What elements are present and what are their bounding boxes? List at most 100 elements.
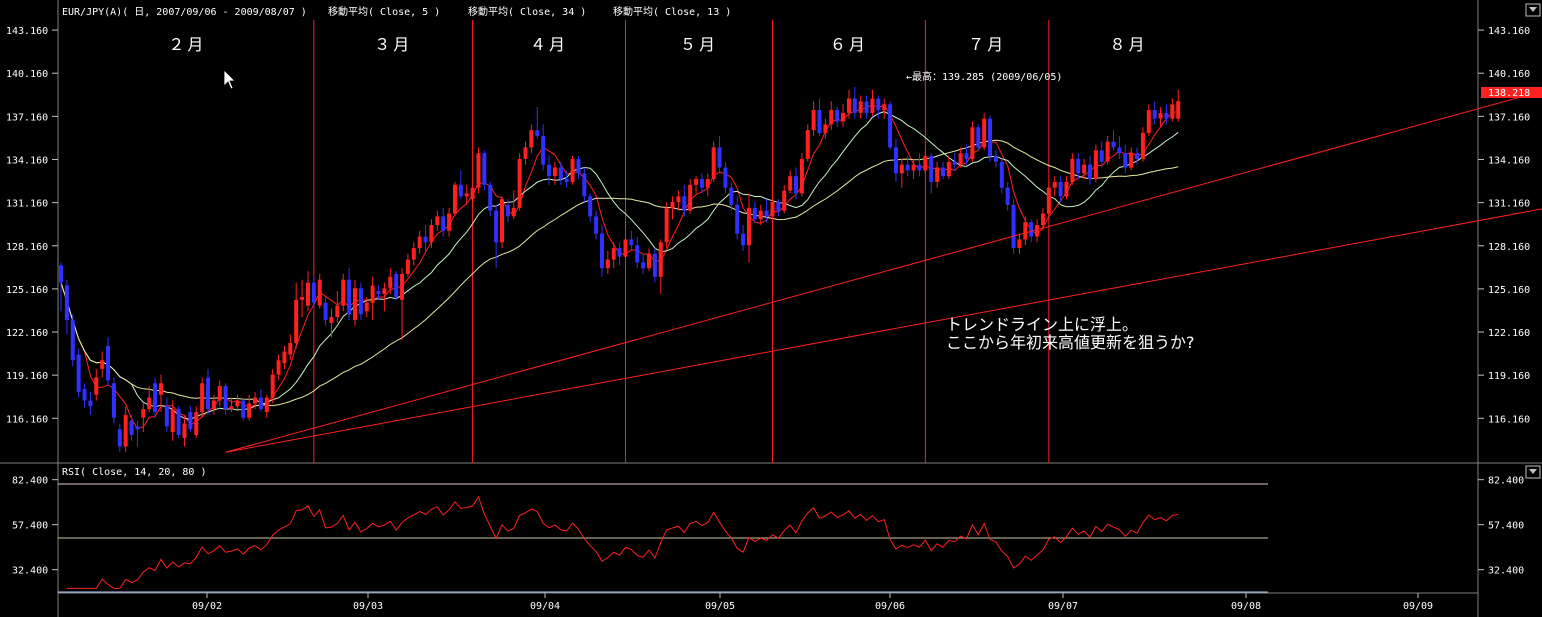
candlestick [605,250,610,274]
y-tick-label-left: 131.160 [6,199,48,210]
candlestick [194,406,199,438]
candlestick [829,101,834,131]
candlestick [276,354,281,381]
candlestick [358,282,363,320]
candle-body [229,406,234,410]
candle-body [153,383,158,412]
candle-body [1099,150,1104,162]
y-tick-label-right: 122.160 [1488,328,1530,339]
candlestick [958,147,963,168]
candlestick [752,202,757,223]
candlestick [64,279,69,335]
candle-body [176,409,181,435]
candle-body [552,167,557,177]
y-tick-label-left: 122.160 [6,328,48,339]
candle-body [235,400,240,407]
candlestick [347,268,352,320]
candle-body [447,213,452,231]
candle-body [1117,147,1122,154]
y-tick-label-right: 137.160 [1488,112,1530,123]
candlestick [111,377,116,424]
candle-body [617,248,622,257]
candlestick [1011,199,1016,254]
candle-body [846,98,851,113]
candle-body [841,112,846,122]
candle-body [1076,158,1081,174]
candle-body [141,409,146,418]
candle-body [417,236,422,249]
candlestick [505,199,510,223]
month-label: ５月 [680,35,718,54]
candlestick [641,253,646,274]
candle-body [59,265,63,283]
trendline [225,208,1542,453]
dropdown-rsi-button[interactable] [1525,465,1541,479]
candle-body [1135,153,1140,159]
candle-body [182,423,187,438]
dropdown-top-button[interactable] [1525,3,1541,17]
candle-body [641,262,646,269]
last-price-label: 138.218 [1488,88,1530,99]
candlestick [635,236,640,269]
candlestick [123,406,128,453]
candlestick [94,368,99,401]
candlestick [376,285,381,300]
y-tick-label-left: 116.160 [6,414,48,425]
y-tick-label-right: 134.160 [1488,155,1530,166]
candle-body [752,207,757,220]
candlestick [888,101,893,151]
candle-body [788,176,793,191]
candle-body [394,273,399,297]
candlestick [570,156,575,185]
candle-body [353,288,357,320]
y-tick-label-right: 140.160 [1488,69,1530,80]
candlestick [141,403,146,433]
candle-body [270,374,275,398]
rsi-tick-label-left: 32.400 [12,566,48,577]
candlestick [458,170,463,200]
candle-body [870,98,875,113]
x-tick-label: 09/03 [353,601,383,612]
candlestick [170,400,175,441]
candlestick [535,107,540,139]
candlestick [1170,98,1175,122]
candlestick [682,184,687,217]
candlestick [582,167,587,203]
candlestick [441,207,446,237]
candle-body [1046,187,1051,214]
month-label: ７月 [968,35,1006,54]
candlestick [153,377,158,418]
rsi-tick-label-left: 57.400 [12,521,48,532]
candle-body [935,167,940,182]
candlestick [788,170,793,194]
candle-body [511,207,516,217]
candlestick [870,89,875,116]
x-tick-label: 09/05 [705,601,735,612]
candlestick [723,161,728,194]
candlestick [264,394,269,418]
candle-body [923,156,928,171]
x-tick-label: 09/09 [1403,601,1433,612]
candle-body [458,184,463,197]
candle-body [94,377,99,395]
candlestick [1058,176,1063,203]
candle-body [970,127,975,159]
candlestick [1046,181,1051,217]
chart-header-ma3: 移動平均( Close, 13 ) [613,5,731,18]
candle-body [400,273,405,300]
candlestick [423,225,428,251]
candle-body [1123,153,1128,168]
candlestick [629,230,634,251]
candle-body [376,291,381,295]
candle-body [893,147,898,174]
candlestick [400,268,405,341]
rsi-tick-label-right: 57.400 [1488,521,1524,532]
candle-body [1040,213,1045,226]
candlestick [882,98,887,119]
candle-body [523,147,528,159]
candlestick [158,374,163,412]
candle-body [441,216,446,231]
candlestick [241,397,246,421]
